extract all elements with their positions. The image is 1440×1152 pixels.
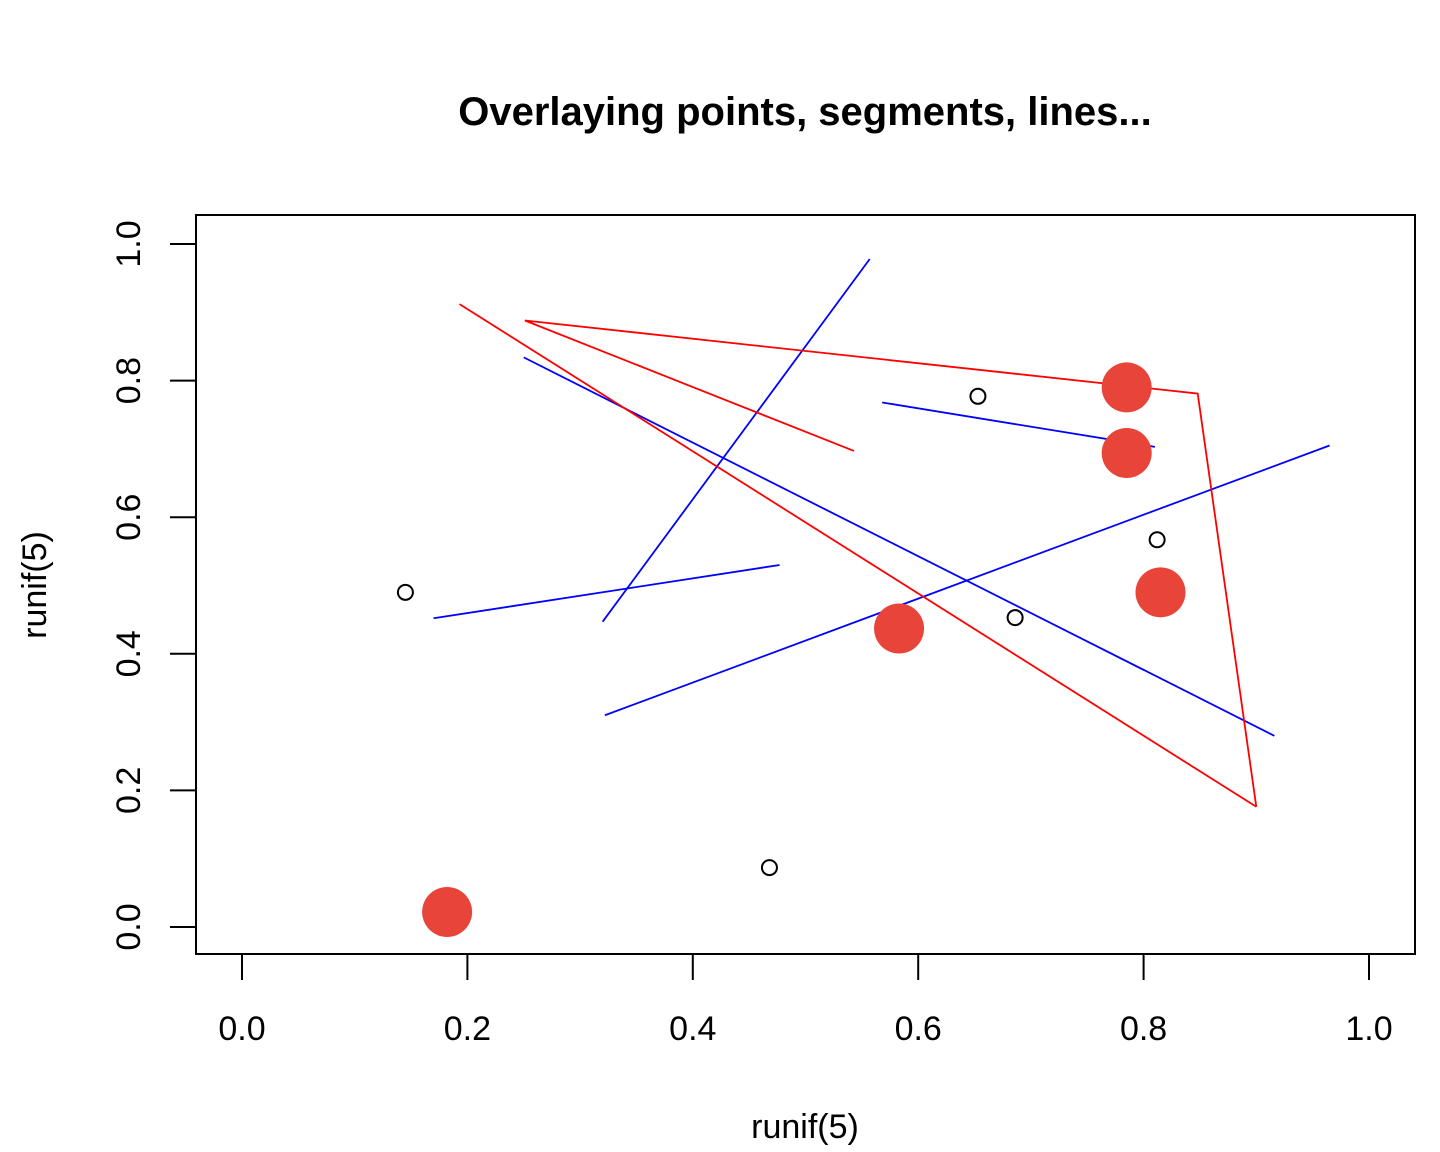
open-point (969, 387, 987, 405)
x-tick-label: 1.0 (1345, 1010, 1392, 1048)
x-tick-label: 0.8 (1120, 1010, 1167, 1048)
y-tick-label: 0.2 (110, 767, 148, 814)
plot-marks (396, 258, 1330, 937)
x-tick-label: 0.0 (218, 1010, 265, 1048)
x-tick-label: 0.2 (444, 1010, 491, 1048)
filled-point (1101, 362, 1152, 413)
blue-segment (604, 444, 1330, 717)
red-polyline (524, 319, 1258, 807)
blue-segment (523, 356, 1275, 737)
open-point (1148, 531, 1166, 549)
x-tick-label: 0.4 (669, 1010, 716, 1048)
y-axis: 0.0 0.2 0.4 0.6 0.8 1.0 (110, 220, 197, 951)
y-axis-label: runif(5) (16, 531, 54, 639)
x-tick-label: 0.6 (895, 1010, 942, 1048)
y-tick-label: 0.0 (110, 903, 148, 950)
open-point (396, 583, 414, 601)
x-axis: 0.0 0.2 0.4 0.6 0.8 1.0 (218, 953, 1393, 1048)
y-tick-label: 0.8 (110, 357, 148, 404)
y-tick-label: 0.6 (110, 494, 148, 541)
red-segment (459, 303, 1257, 808)
filled-point (874, 603, 925, 654)
x-axis-label: runif(5) (751, 1108, 859, 1146)
chart-title: Overlaying points, segments, lines... (458, 90, 1152, 134)
blue-segment (601, 258, 871, 623)
open-point (760, 859, 778, 877)
y-tick-label: 0.4 (110, 630, 148, 677)
open-point (1006, 609, 1024, 627)
y-tick-label: 1.0 (110, 220, 148, 267)
filled-point (422, 886, 473, 937)
blue-segment (433, 564, 780, 620)
filled-point (1101, 427, 1152, 478)
filled-point (1135, 567, 1186, 618)
plot-frame (195, 214, 1416, 955)
